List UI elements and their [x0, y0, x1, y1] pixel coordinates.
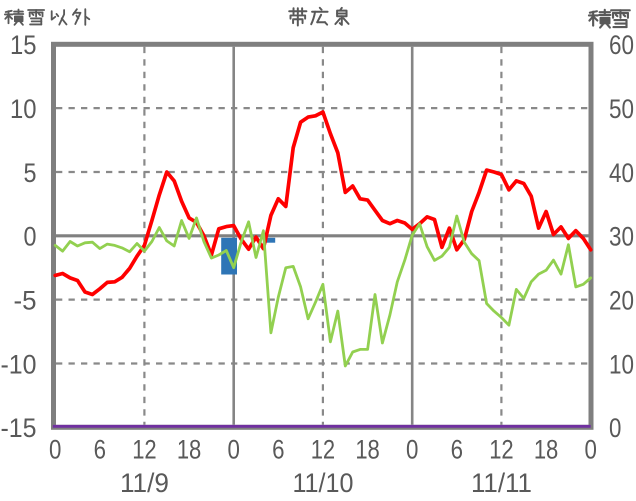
svg-text:30: 30	[609, 222, 634, 252]
svg-text:5: 5	[24, 158, 37, 188]
svg-text:60: 60	[609, 30, 634, 60]
svg-text:20: 20	[609, 285, 634, 315]
svg-text:0: 0	[24, 222, 37, 252]
svg-text:-15: -15	[1, 413, 37, 443]
svg-text:6: 6	[272, 434, 284, 464]
svg-text:40: 40	[609, 158, 634, 188]
svg-text:18: 18	[534, 434, 559, 464]
svg-text:6: 6	[94, 434, 106, 464]
svg-text:0: 0	[49, 434, 61, 464]
svg-text:11/10: 11/10	[292, 468, 353, 498]
svg-text:-5: -5	[14, 285, 37, 315]
svg-text:6: 6	[451, 434, 463, 464]
svg-text:10: 10	[10, 94, 37, 124]
svg-text:0: 0	[406, 434, 418, 464]
svg-text:11/11: 11/11	[471, 468, 532, 498]
svg-text:0: 0	[228, 434, 240, 464]
svg-text:12: 12	[132, 434, 157, 464]
svg-text:12: 12	[311, 434, 336, 464]
svg-text:18: 18	[355, 434, 380, 464]
svg-text:12: 12	[489, 434, 514, 464]
svg-text:0: 0	[609, 413, 621, 443]
svg-text:50: 50	[609, 94, 634, 124]
svg-text:0: 0	[585, 434, 597, 464]
svg-text:-10: -10	[1, 349, 37, 379]
svg-text:18: 18	[177, 434, 202, 464]
svg-text:10: 10	[609, 349, 634, 379]
svg-text:11/9: 11/9	[120, 468, 169, 498]
svg-text:15: 15	[10, 30, 37, 60]
